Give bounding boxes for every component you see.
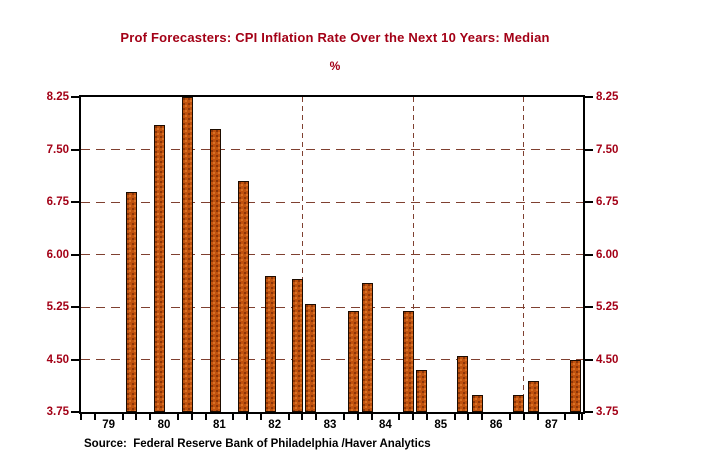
x-axis-tick xyxy=(453,414,456,420)
x-axis-tick xyxy=(149,414,152,420)
x-axis-tick xyxy=(508,414,511,420)
y-axis-tick xyxy=(585,96,593,98)
x-axis-tick xyxy=(481,414,484,420)
y-tick-label: 6.75 xyxy=(596,196,619,208)
x-axis-tick xyxy=(425,414,428,420)
data-bar xyxy=(403,310,415,412)
y-tick-label: 5.25 xyxy=(46,301,69,313)
vertical-gridline xyxy=(523,97,525,412)
x-axis-tick xyxy=(536,414,539,420)
x-axis-tick xyxy=(356,414,359,420)
data-bar xyxy=(527,380,539,412)
horizontal-gridline xyxy=(81,149,583,150)
x-tick-label: 80 xyxy=(157,419,171,431)
x-axis-tick xyxy=(301,414,304,420)
x-axis-tick xyxy=(80,414,82,420)
horizontal-gridline xyxy=(81,254,583,255)
y-tick-label: 6.00 xyxy=(46,248,69,261)
y-axis-tick xyxy=(71,96,79,98)
y-tick-label: 7.50 xyxy=(46,143,69,156)
y-tick-label: 6.00 xyxy=(596,248,619,261)
y-tick-label: 3.75 xyxy=(596,406,619,418)
y-axis-tick xyxy=(585,253,593,256)
data-bar xyxy=(181,97,193,412)
data-bar xyxy=(305,303,317,412)
data-bar xyxy=(238,181,250,412)
x-axis-tick xyxy=(246,414,249,420)
data-bar xyxy=(125,191,137,412)
x-axis-tick xyxy=(93,414,96,420)
x-axis-tick xyxy=(370,414,373,420)
y-tick-label: 5.25 xyxy=(596,301,619,313)
y-axis-tick xyxy=(71,201,79,203)
y-tick-label: 4.50 xyxy=(46,353,69,366)
x-axis-tick xyxy=(578,414,581,420)
x-axis-tick xyxy=(259,414,262,420)
y-tick-label: 8.25 xyxy=(46,91,69,103)
vertical-gridline xyxy=(412,97,414,412)
y-tick-label: 8.25 xyxy=(596,91,619,103)
data-bar xyxy=(472,394,484,412)
horizontal-gridline xyxy=(81,359,583,360)
y-tick-label: 7.50 xyxy=(596,143,619,156)
x-axis-tick xyxy=(121,414,124,420)
x-tick-label: 79 xyxy=(102,419,116,431)
source-credit: Source: Federal Reserve Bank of Philadel… xyxy=(84,438,431,450)
x-tick-label: 82 xyxy=(268,419,282,431)
data-bar xyxy=(569,359,581,412)
y-tick-label: 6.75 xyxy=(46,196,69,208)
plot-area xyxy=(79,95,585,414)
x-axis-tick xyxy=(342,414,345,420)
data-bar xyxy=(457,356,469,412)
x-axis-tick xyxy=(412,414,415,420)
x-axis-tick xyxy=(232,414,235,420)
data-bar xyxy=(347,310,359,412)
x-axis-tick xyxy=(135,414,138,420)
x-tick-label: 85 xyxy=(434,419,448,431)
y-axis-tick xyxy=(71,253,79,256)
x-axis-tick xyxy=(190,414,193,420)
data-bar xyxy=(361,282,373,412)
vertical-gridline xyxy=(301,97,303,412)
data-bar xyxy=(512,394,524,412)
horizontal-gridline xyxy=(81,306,583,308)
x-axis-tick xyxy=(287,414,290,420)
x-axis-tick xyxy=(467,414,470,420)
x-tick-label: 87 xyxy=(545,419,558,431)
x-axis-tick xyxy=(176,414,179,420)
x-axis-tick xyxy=(398,414,401,420)
data-bar xyxy=(264,275,276,412)
y-axis-tick xyxy=(71,411,79,413)
y-tick-label: 4.50 xyxy=(596,353,619,366)
data-bar xyxy=(209,128,221,412)
x-axis-tick xyxy=(204,414,207,420)
x-tick-label: 83 xyxy=(323,419,337,431)
chart-unit-label: % xyxy=(329,59,341,73)
x-axis-tick xyxy=(522,414,525,420)
y-axis-tick xyxy=(585,358,593,361)
y-tick-label: 3.75 xyxy=(46,406,69,418)
chart-title: Prof Forecasters: CPI Inflation Rate Ove… xyxy=(120,30,550,45)
x-tick-label: 81 xyxy=(212,419,226,431)
y-axis-tick xyxy=(71,358,79,361)
y-axis-tick xyxy=(585,411,593,413)
x-tick-label: 86 xyxy=(489,419,503,431)
data-bar xyxy=(153,125,165,412)
y-axis-tick xyxy=(585,306,593,308)
x-axis-tick xyxy=(315,414,318,420)
y-axis-tick xyxy=(585,148,593,151)
y-axis-tick xyxy=(71,148,79,151)
horizontal-gridline xyxy=(81,201,583,203)
x-tick-label: 84 xyxy=(379,419,392,431)
x-axis-tick xyxy=(564,414,567,420)
y-axis-tick xyxy=(585,201,593,203)
y-axis-tick xyxy=(71,306,79,308)
data-bar xyxy=(291,279,303,412)
data-bar xyxy=(415,370,427,412)
x-axis-tick xyxy=(581,414,583,420)
